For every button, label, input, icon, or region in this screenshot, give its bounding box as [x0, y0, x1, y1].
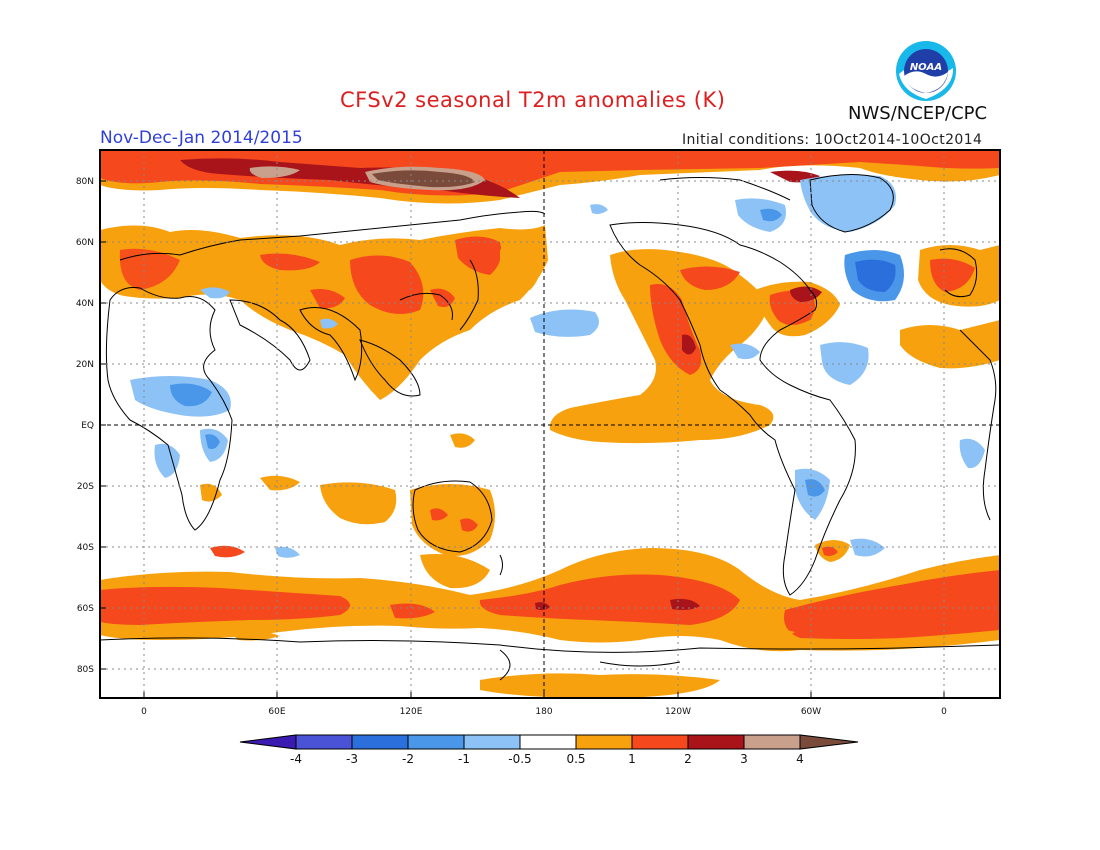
greenland-cool-region [800, 174, 896, 232]
colorbar-label: 0.5 [566, 752, 585, 766]
lon-label-60w: 60W [801, 707, 821, 717]
colorbar-label: -1 [458, 752, 470, 766]
eurasia-warm-region [100, 225, 548, 400]
colorbar-cell-3-4 [743, 734, 801, 750]
lon-label-120e: 120E [400, 707, 423, 717]
colorbar-label: -3 [346, 752, 358, 766]
north-pacific-cool-patch [530, 309, 599, 337]
colorbar-cell-m1-m05 [463, 734, 521, 750]
lat-label-40n: 40N [76, 299, 94, 309]
agency-label: NWS/NCEP/CPC [848, 103, 988, 124]
colorbar-label: 2 [684, 752, 692, 766]
colorbar-cell-1-2 [631, 734, 689, 750]
lat-label-60s: 60S [77, 604, 94, 614]
noaa-logo: NOAA [896, 41, 956, 101]
southern-ocean-warm-band [100, 545, 1000, 652]
colorbar-label: 3 [740, 752, 748, 766]
colorbar-cell-m2-m1 [407, 734, 465, 750]
lat-label-80s: 80S [77, 665, 94, 675]
map-title: CFSv2 seasonal T2m anomalies (K) [340, 88, 726, 112]
noaa-logo-text: NOAA [910, 62, 942, 73]
colorbar-cell-neutral [519, 734, 577, 750]
lon-label-0: 0 [141, 707, 147, 717]
map-frame [99, 149, 1001, 699]
arctic-warm-band [100, 150, 1000, 204]
colorbar-cell-2-3 [687, 734, 745, 750]
colorbar-label: -0.5 [508, 752, 531, 766]
lat-label-20n: 20N [76, 360, 94, 370]
lon-label-120w: 120W [665, 707, 691, 717]
colorbar-label: -2 [402, 752, 414, 766]
colorbar-cell-lt-4 [239, 734, 297, 750]
lat-label-40s: 40S [77, 543, 94, 553]
colorbar-cell-gt-4 [799, 734, 859, 750]
lat-label-eq: EQ [81, 421, 94, 431]
colorbar-label: 4 [796, 752, 804, 766]
forecast-period: Nov-Dec-Jan 2014/2015 [100, 128, 303, 148]
colorbar-label: -4 [290, 752, 302, 766]
lon-label-180: 180 [535, 707, 552, 717]
colorbar-cell-05-1 [575, 734, 633, 750]
lon-label-0-east: 0 [941, 707, 947, 717]
lon-label-60e: 60E [268, 707, 285, 717]
lat-label-20s: 20S [77, 482, 94, 492]
lat-label-60n: 60N [76, 238, 94, 248]
graticule [100, 150, 1000, 698]
colorbar-label: 1 [628, 752, 636, 766]
australia-warm-region [410, 484, 495, 556]
colorbar-cell-m4-m3 [295, 734, 353, 750]
colorbar-cell-m3-m2 [351, 734, 409, 750]
coastlines [100, 173, 1000, 681]
eastern-pacific-warm-region [549, 249, 840, 444]
axis-ticks [100, 180, 945, 698]
lat-label-80n: 80N [76, 177, 94, 187]
initial-conditions: Initial conditions: 10Oct2014-10Oct2014 [682, 132, 983, 148]
